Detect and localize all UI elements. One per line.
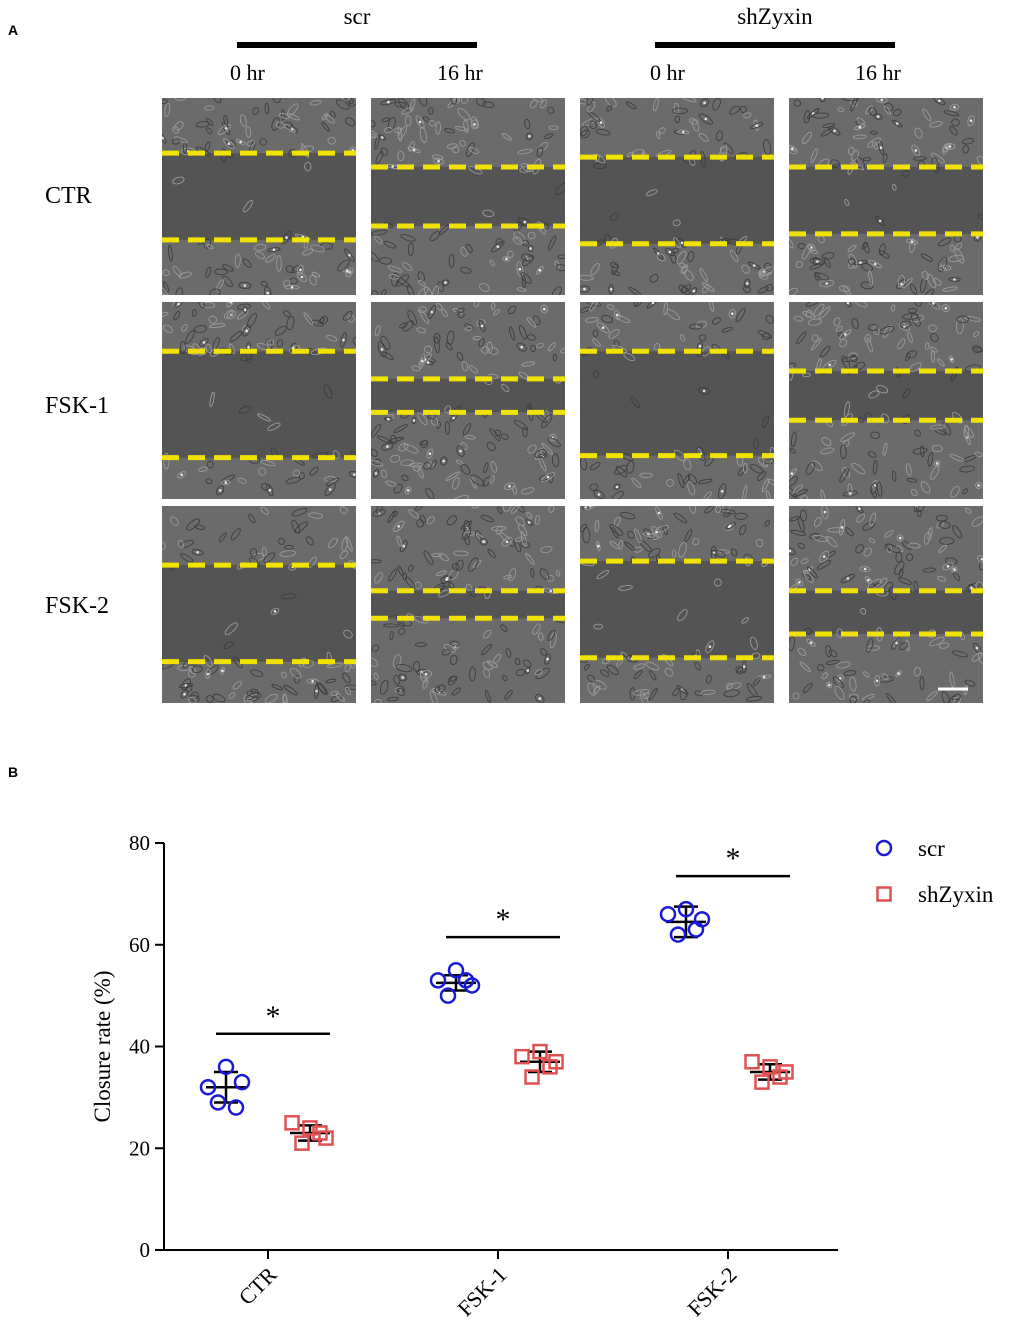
time-label-scr-0hr: 0 hr: [230, 60, 265, 85]
data-point-scr: [687, 921, 705, 938]
micrograph-ctr-scr-0hr: [162, 98, 356, 295]
y-tick-label: 0: [140, 1238, 151, 1262]
data-point-shZyxin: [532, 1043, 548, 1060]
micrograph-fsk-1-shzyxin-16hr: [789, 302, 983, 499]
data-point-shZyxin: [284, 1115, 300, 1131]
significance-asterisk: *: [726, 842, 741, 875]
micrograph-fsk-2-shzyxin-16hr: [789, 506, 983, 703]
time-label-shzyxin-0hr: 0 hr: [650, 60, 685, 85]
row-label-ctr: CTR: [45, 183, 92, 209]
data-point-scr: [439, 987, 457, 1004]
micrograph-ctr-scr-16hr: [371, 98, 565, 295]
group-bar-shzyxin: [655, 42, 895, 48]
y-tick-label: 80: [129, 831, 150, 855]
x-tick-label: FSK-1: [452, 1262, 511, 1321]
data-point-scr: [199, 1078, 217, 1096]
significance-asterisk: *: [496, 903, 511, 936]
data-point-scr: [457, 972, 475, 989]
micrograph-fsk-1-scr-16hr: [371, 302, 565, 499]
data-point-scr: [209, 1094, 227, 1111]
panel-a-letter: A: [8, 22, 19, 38]
data-point-scr: [227, 1099, 245, 1116]
data-point-scr: [659, 905, 677, 923]
y-axis-label: Closure rate (%): [90, 971, 115, 1123]
legend-label-scr: scr: [918, 836, 945, 861]
group-label-scr: scr: [343, 4, 371, 29]
legend-marker-scr: [875, 839, 893, 857]
data-point-scr: [669, 926, 687, 943]
y-tick-label: 40: [129, 1035, 150, 1059]
y-tick-label: 20: [129, 1136, 150, 1160]
data-point-scr: [677, 900, 695, 918]
y-tick-label: 60: [129, 933, 150, 957]
x-tick-label: CTR: [234, 1262, 282, 1310]
significance-asterisk: *: [266, 1000, 281, 1033]
legend-marker-shZyxin: [876, 886, 892, 902]
x-tick-label: FSK-2: [682, 1262, 741, 1321]
data-point-shZyxin: [542, 1059, 558, 1075]
micrograph-fsk-1-shzyxin-0hr: [580, 302, 774, 499]
data-point-shZyxin: [312, 1125, 328, 1141]
micrograph-ctr-shzyxin-0hr: [580, 98, 774, 295]
data-point-scr: [233, 1073, 251, 1091]
closure-rate-chart: 0 20 40 60 80 Closure rate (%) CTR FSK-1 FSK-2 * *…: [90, 831, 994, 1321]
data-point-shZyxin: [754, 1074, 770, 1090]
data-point-scr: [217, 1058, 235, 1076]
micrograph-fsk-2-scr-16hr: [371, 506, 565, 703]
micrograph-fsk-2-shzyxin-0hr: [580, 506, 774, 703]
data-point-shZyxin: [294, 1135, 310, 1151]
data-point-shZyxin: [514, 1048, 530, 1065]
data-point-shZyxin: [762, 1059, 778, 1075]
panel-b-letter: B: [8, 764, 19, 780]
micrograph-fsk-2-scr-0hr: [162, 506, 356, 703]
group-label-shzyxin: shZyxin: [737, 4, 813, 29]
data-point-shZyxin: [524, 1069, 540, 1085]
time-label-shzyxin-16hr: 16 hr: [855, 60, 901, 85]
data-point-shZyxin: [302, 1120, 318, 1136]
group-bar-scr: [237, 42, 477, 48]
data-point-scr: [429, 972, 447, 989]
data-point-scr: [447, 961, 465, 979]
row-label-fsk-1: FSK-1: [45, 393, 110, 419]
data-point-shZyxin: [772, 1069, 788, 1085]
time-label-scr-16hr: 16 hr: [437, 60, 483, 85]
row-label-fsk-2: FSK-2: [45, 593, 110, 619]
micrograph-fsk-1-scr-0hr: [162, 302, 356, 499]
data-point-shZyxin: [744, 1054, 760, 1070]
micrograph-ctr-shzyxin-16hr: [789, 98, 983, 295]
legend-label-shZyxin: shZyxin: [918, 882, 994, 907]
